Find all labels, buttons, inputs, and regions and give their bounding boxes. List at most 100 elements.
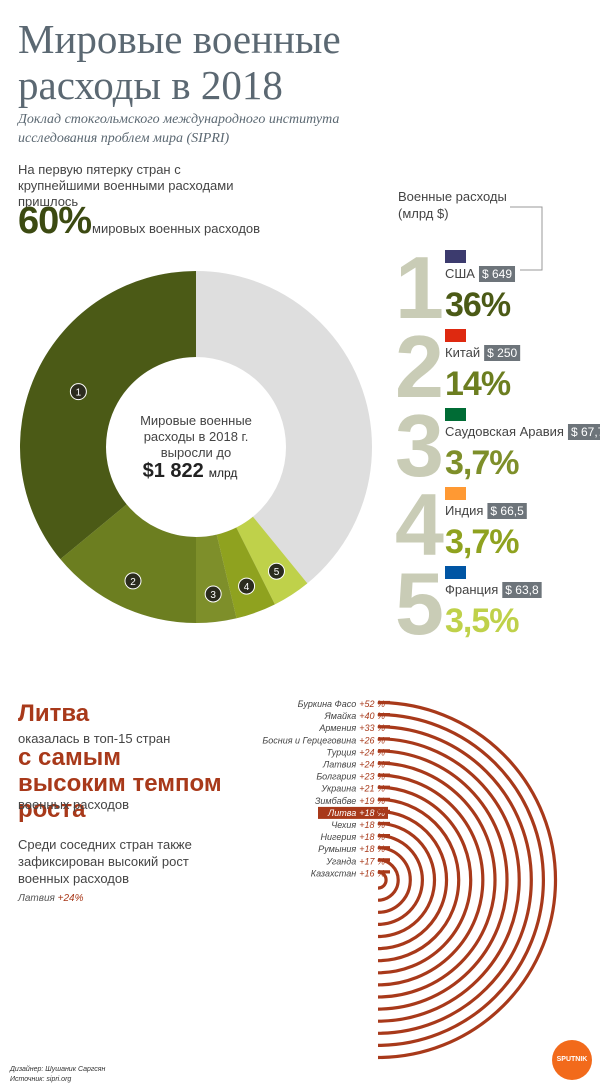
arc-value: +21 %: [359, 784, 385, 794]
arc-country: Нигерия: [321, 832, 357, 842]
arc-country: Чехия: [331, 820, 356, 830]
flag: [445, 329, 466, 342]
spending-label: $ 66,5: [490, 504, 524, 518]
rank: 3: [395, 396, 444, 495]
center-text-line: Мировые военные: [140, 413, 252, 428]
highlight-box: [318, 806, 388, 819]
growth-line: военных расходов: [18, 797, 130, 812]
arc-value: +33 %: [359, 723, 385, 733]
arc-label: Босния и Герцеговина +26 %: [262, 735, 385, 745]
arc-label: Уганда +17 %: [325, 856, 385, 866]
flag: [445, 408, 466, 421]
legend-title: Военные расходы (млрд $): [398, 189, 507, 221]
source: Источник: sipri.org: [10, 1076, 72, 1083]
arc-label: Чехия +18 %: [331, 820, 385, 830]
growth-arc: [377, 773, 485, 987]
share-caption: мировых военных расходов: [92, 221, 261, 236]
rank-badge-label: 5: [274, 567, 280, 578]
arc-value: +24 %: [359, 760, 385, 770]
intro-text: На первую пятерку стран с крупнейшими во…: [18, 162, 234, 209]
spending-label: $ 63,8: [505, 583, 539, 597]
donut-segment: [60, 504, 197, 623]
arc-country: Турция: [327, 747, 357, 757]
arc-label: Буркина Фасо +52 %: [298, 699, 385, 709]
arc-value: +23 %: [359, 772, 385, 782]
arc-country: Литва: [327, 808, 356, 818]
spending-box: [484, 345, 521, 361]
arc-value: +18 %: [359, 844, 385, 854]
share-label: 36%: [445, 286, 511, 324]
arc-label: Румыния +18 %: [318, 844, 385, 854]
donut-segment: [19, 271, 196, 560]
subtitle: Доклад стокгольмского международного инс…: [18, 112, 340, 146]
neighbors-note: Среди соседних стран также зафиксирован …: [18, 837, 192, 886]
rank-badge-label: 1: [76, 388, 82, 399]
arc-label: Зимбабве +19 %: [315, 796, 385, 806]
share-label: 3,7%: [445, 444, 519, 482]
growth-arc: [377, 749, 509, 1011]
arc-country: Ямайка: [324, 711, 357, 721]
country-name: Индия: [445, 503, 483, 518]
arc-value: +18 %: [359, 820, 385, 830]
donut-segment: [236, 516, 308, 605]
center-text-line: расходы в 2018 г.: [144, 429, 249, 444]
growth-arc: [377, 858, 400, 902]
arc-label: Латвия +24 %: [322, 760, 385, 770]
share: 60%: [18, 200, 92, 242]
arc-label: Турция +24 %: [327, 747, 385, 757]
arc-country: Босния и Герцеговина: [262, 735, 356, 745]
arc-value: +24 %: [359, 747, 385, 757]
arc-value: +19 %: [359, 796, 385, 806]
flag: [445, 566, 466, 579]
country-name: Франция: [445, 582, 498, 597]
spending-box: [502, 582, 542, 598]
center-value: $1 822 млрд: [143, 460, 238, 482]
rank: 4: [395, 475, 444, 574]
rank-badge: [238, 577, 256, 595]
spending-label: $ 67,7: [571, 425, 600, 439]
share-label: 3,7%: [445, 523, 519, 561]
growth-arc: [377, 725, 533, 1035]
arc-label: Казахстан +16 %: [311, 868, 385, 878]
rank-badge-label: 4: [244, 582, 250, 593]
arc-value: +17 %: [359, 856, 385, 866]
arc-label: Украина +21 %: [320, 784, 385, 794]
center-text: Мировые военные расходы в 2018 г. выросли …: [140, 413, 252, 460]
arc-label: Нигерия +18 %: [321, 832, 385, 842]
spending-label: $ 250: [487, 346, 517, 360]
growth-arc: [377, 700, 558, 1060]
arc-country: Казахстан: [311, 868, 357, 878]
growth-arc: [377, 797, 461, 963]
arc-value: +16 %: [359, 868, 385, 878]
growth-arc: [377, 785, 473, 975]
logo: SPUTNIK: [552, 1040, 592, 1080]
country-name: США: [445, 266, 475, 281]
spending-box: [567, 424, 600, 440]
arc-country: Буркина Фасо: [298, 699, 357, 709]
growth-emphasis: с самым высоким темпом роста: [18, 744, 222, 823]
growth-line: оказалась в топ-15 стран: [18, 731, 171, 746]
rank: 2: [395, 317, 444, 416]
donut-segment: [216, 527, 275, 619]
rank-badge-label: 3: [210, 590, 216, 601]
neighbor-growth: +24%: [57, 893, 84, 904]
growth-arc: [377, 821, 437, 939]
share-label: 3,5%: [445, 602, 519, 640]
country-name: Саудовская Аравия: [445, 424, 564, 439]
arc-country: Латвия: [322, 760, 356, 770]
rank-badge: [124, 572, 142, 590]
arc-value: +40 %: [359, 711, 385, 721]
growth-arc: [377, 761, 497, 999]
arc-country: Уганда: [325, 856, 356, 866]
rank: 5: [395, 554, 444, 653]
arc-country: Украина: [320, 784, 356, 794]
growth-arc: [377, 834, 424, 926]
growth-arc: [377, 737, 521, 1023]
neighbor: Латвия +24%: [18, 893, 84, 904]
arc-label: Ямайка +40 %: [324, 711, 385, 721]
spending-box: [478, 266, 516, 282]
spending-box: [487, 503, 527, 519]
flag: [445, 487, 466, 500]
